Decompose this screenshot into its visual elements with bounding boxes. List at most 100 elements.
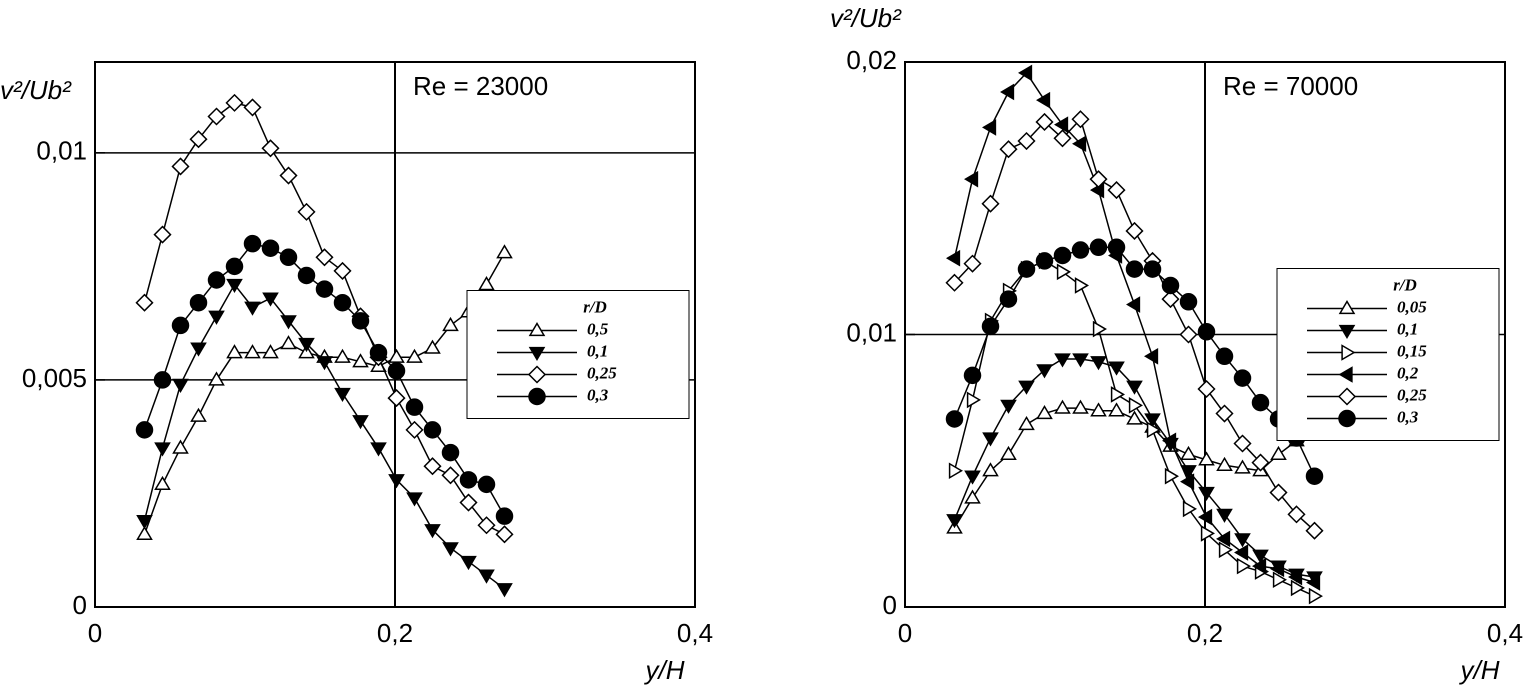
marker xyxy=(315,280,334,298)
marker xyxy=(1198,508,1213,526)
marker xyxy=(1270,560,1285,578)
marker xyxy=(244,344,261,359)
marker xyxy=(1306,574,1321,591)
marker xyxy=(1233,434,1252,453)
marker xyxy=(424,339,441,354)
marker xyxy=(190,407,207,422)
marker xyxy=(1089,238,1108,257)
marker xyxy=(1305,521,1324,540)
marker xyxy=(135,421,154,439)
marker xyxy=(1071,241,1090,259)
plot-frame xyxy=(94,61,696,608)
marker xyxy=(963,366,982,385)
x-tick-label: 0,4 xyxy=(677,618,713,648)
marker xyxy=(1053,246,1072,265)
marker xyxy=(1197,323,1216,341)
legend-box xyxy=(1276,268,1500,441)
marker xyxy=(334,387,351,403)
plot-frame xyxy=(904,61,1506,608)
marker xyxy=(280,335,297,350)
legend-marker xyxy=(528,387,546,406)
y-tick-label: 0,005 xyxy=(22,363,87,393)
legend-box xyxy=(466,290,690,419)
marker xyxy=(333,293,352,312)
marker xyxy=(1180,465,1197,480)
marker xyxy=(964,470,981,485)
marker xyxy=(1108,361,1125,376)
marker xyxy=(1000,83,1015,101)
marker xyxy=(207,271,226,289)
marker xyxy=(1198,451,1215,466)
marker xyxy=(442,542,459,557)
marker xyxy=(280,315,297,330)
marker xyxy=(948,462,963,480)
marker xyxy=(1269,483,1288,502)
marker xyxy=(1053,129,1072,148)
marker xyxy=(1056,263,1071,281)
marker xyxy=(1035,252,1054,270)
marker xyxy=(1071,110,1090,129)
marker xyxy=(370,442,387,457)
marker xyxy=(388,348,405,363)
legend-label: 0,1 xyxy=(587,341,608,360)
marker xyxy=(1018,380,1035,395)
marker xyxy=(981,194,1000,213)
marker xyxy=(460,555,477,571)
marker xyxy=(1251,393,1270,412)
marker xyxy=(388,474,405,489)
marker xyxy=(153,371,172,389)
legend-marker xyxy=(1337,387,1357,406)
annotation: Re = 23000 xyxy=(413,71,548,101)
y-tick-label: 0,01 xyxy=(36,136,87,166)
marker xyxy=(1090,402,1107,417)
marker xyxy=(1035,112,1054,132)
marker xyxy=(1146,421,1161,439)
marker xyxy=(1144,413,1161,428)
marker xyxy=(1251,453,1270,472)
marker xyxy=(1234,544,1249,561)
marker xyxy=(243,234,262,253)
marker xyxy=(1179,293,1198,311)
marker xyxy=(1252,557,1267,575)
marker xyxy=(387,389,406,408)
marker xyxy=(982,432,999,447)
legend-label: 0,2 xyxy=(1397,363,1419,382)
marker xyxy=(1072,353,1089,368)
marker xyxy=(1288,568,1303,586)
legend-label: 0,25 xyxy=(587,363,617,382)
x-axis-label: y/H xyxy=(644,655,685,685)
marker xyxy=(945,273,964,292)
marker xyxy=(208,371,225,386)
series-line xyxy=(953,246,1316,477)
marker xyxy=(225,93,244,112)
marker xyxy=(172,378,189,393)
marker xyxy=(297,202,316,221)
legend-label: 0,1 xyxy=(1397,319,1418,338)
legend-label: 0,3 xyxy=(587,385,609,404)
marker xyxy=(982,462,999,477)
marker xyxy=(423,457,442,476)
marker xyxy=(297,266,316,285)
marker xyxy=(442,316,459,332)
marker xyxy=(244,301,261,316)
marker xyxy=(153,225,172,244)
series-line xyxy=(953,260,1315,597)
marker xyxy=(477,516,496,535)
marker xyxy=(1161,290,1180,309)
marker xyxy=(154,442,171,457)
y-tick-label: 0,02 xyxy=(846,45,897,75)
marker xyxy=(405,420,424,439)
marker xyxy=(208,310,225,325)
marker xyxy=(1018,64,1033,82)
marker xyxy=(1287,505,1306,524)
marker xyxy=(496,244,513,259)
marker xyxy=(298,337,315,353)
marker xyxy=(171,316,190,335)
marker xyxy=(1182,500,1197,518)
legend-label: 0,5 xyxy=(587,319,609,338)
marker xyxy=(369,343,388,362)
legend-marker xyxy=(528,346,546,361)
marker xyxy=(1270,445,1287,461)
marker xyxy=(315,248,334,267)
